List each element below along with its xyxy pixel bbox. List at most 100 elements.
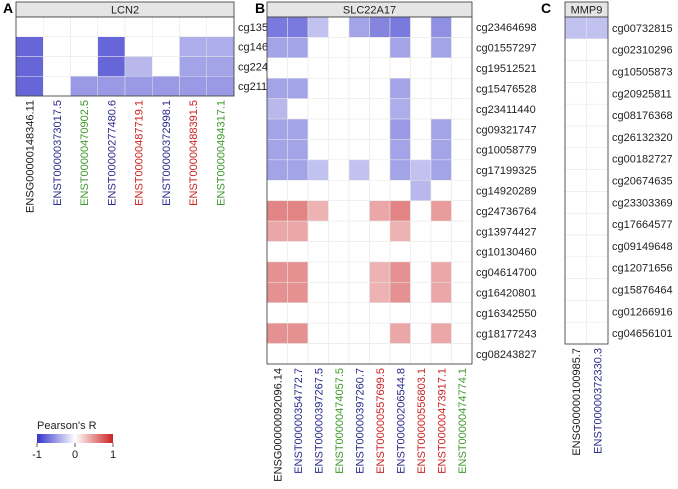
heatmap-cell bbox=[287, 118, 309, 140]
column-label: ENST00000372330.3 bbox=[592, 348, 604, 454]
heatmap-cell bbox=[348, 37, 370, 59]
heatmap-cell bbox=[586, 321, 609, 345]
heatmap-cell bbox=[430, 139, 452, 161]
heatmap-cell bbox=[348, 322, 370, 344]
heatmap-cell bbox=[266, 77, 288, 99]
heatmap-cell bbox=[451, 220, 473, 242]
heatmap-cell bbox=[586, 191, 609, 214]
row-label: cg18177243 bbox=[476, 328, 537, 340]
heatmap-cell bbox=[564, 212, 587, 236]
heatmap-cell bbox=[328, 139, 350, 161]
heatmap-cell bbox=[152, 76, 180, 97]
row-label: cg26132320 bbox=[612, 132, 673, 144]
heatmap-cell bbox=[430, 37, 452, 59]
heatmap-cell bbox=[287, 343, 309, 365]
panel-a: A LCN2 cg13518265cg14615559cg22438810cg2… bbox=[3, 0, 299, 213]
heatmap-cell bbox=[43, 76, 71, 97]
heatmap-cell bbox=[430, 220, 452, 242]
heatmap-cell bbox=[43, 16, 71, 37]
heatmap-cell bbox=[348, 180, 370, 201]
heatmap-cell bbox=[564, 147, 587, 170]
column-label: ENST00000474057.5 bbox=[334, 368, 346, 474]
heatmap-cell bbox=[328, 77, 350, 99]
heatmap-cell bbox=[564, 234, 587, 258]
row-label: cg01266916 bbox=[612, 306, 673, 318]
heatmap-cell bbox=[369, 16, 391, 38]
heatmap-cell bbox=[15, 56, 44, 77]
heatmap-cell bbox=[307, 200, 329, 222]
heatmap-cell bbox=[307, 77, 329, 99]
heatmap-cell bbox=[287, 98, 309, 120]
heatmap-cell bbox=[369, 57, 391, 79]
heatmap-cell bbox=[586, 212, 609, 236]
column-label: ENSG00000100985.7 bbox=[571, 348, 583, 456]
heatmap-cell bbox=[389, 241, 411, 263]
heatmap-cell bbox=[287, 139, 309, 161]
heatmap-cell bbox=[266, 302, 288, 324]
heatmap-cell bbox=[307, 16, 329, 38]
heatmap-cell bbox=[266, 159, 288, 181]
heatmap-cell bbox=[287, 282, 309, 303]
column-label: ENST00000470902.5 bbox=[79, 100, 91, 206]
heatmap-cell bbox=[410, 322, 432, 344]
heatmap-cell bbox=[307, 261, 329, 283]
heatmap-cell bbox=[152, 56, 180, 77]
heatmap-cell bbox=[369, 139, 391, 161]
heatmap-cell bbox=[287, 200, 309, 222]
heatmap-cell bbox=[266, 118, 288, 140]
heatmap-cell bbox=[410, 118, 432, 140]
heatmap-cell bbox=[97, 16, 126, 37]
legend-tick-label-high: 1 bbox=[110, 449, 116, 461]
heatmap-cell bbox=[328, 200, 350, 222]
heatmap-cell bbox=[369, 261, 391, 283]
heatmap-cell bbox=[410, 241, 432, 263]
column-label: ENST00000373017.5 bbox=[52, 100, 64, 206]
heatmap-cell bbox=[206, 36, 235, 57]
heatmap-cell bbox=[266, 16, 288, 38]
heatmap-cell bbox=[369, 322, 391, 344]
strip-title-a: LCN2 bbox=[111, 5, 139, 17]
heatmap-cell bbox=[389, 200, 411, 222]
heatmap-cell bbox=[307, 302, 329, 324]
heatmap-cell bbox=[287, 57, 309, 79]
heatmap-cell bbox=[70, 76, 98, 97]
heatmap-cell bbox=[328, 322, 350, 344]
heatmap-cell bbox=[586, 103, 609, 127]
row-label: cg14920289 bbox=[476, 185, 537, 197]
heatmap-cell bbox=[15, 16, 44, 37]
heatmap-cell bbox=[307, 118, 329, 140]
heatmap-cell bbox=[586, 256, 609, 279]
heatmap-cell bbox=[389, 57, 411, 79]
heatmap-cell bbox=[410, 159, 432, 181]
heatmap-cell bbox=[179, 16, 207, 37]
heatmap-cell bbox=[206, 16, 235, 37]
heatmap-cell bbox=[328, 118, 350, 140]
heatmap-cell bbox=[430, 98, 452, 120]
heatmap-cell bbox=[369, 220, 391, 242]
heatmap-cell bbox=[564, 16, 587, 40]
heatmap-cell bbox=[348, 77, 370, 99]
row-label: cg13974427 bbox=[476, 226, 537, 238]
heatmap-cell bbox=[307, 159, 329, 181]
heatmap-cell bbox=[307, 220, 329, 242]
heatmap-cell bbox=[451, 139, 473, 161]
heatmap-cell bbox=[348, 220, 370, 242]
heatmap-cell bbox=[389, 261, 411, 283]
heatmap-cell bbox=[430, 16, 452, 38]
row-label: cg02310296 bbox=[612, 45, 673, 57]
heatmap-cell bbox=[348, 16, 370, 38]
heatmap-cell bbox=[307, 322, 329, 344]
legend-tick-label-mid: 0 bbox=[72, 449, 78, 461]
column-label: ENST00000487719.1 bbox=[134, 100, 146, 206]
heatmap-cell bbox=[348, 302, 370, 324]
heatmap-cell bbox=[389, 139, 411, 161]
heatmap-cell bbox=[124, 76, 153, 97]
heatmap-cell bbox=[266, 282, 288, 303]
heatmap-cell bbox=[410, 261, 432, 283]
heatmap-cell bbox=[206, 56, 235, 77]
heatmap-cell bbox=[586, 234, 609, 258]
heatmap-cell bbox=[307, 57, 329, 79]
heatmap-cell bbox=[369, 282, 391, 303]
column-label: ENST00000488391.5 bbox=[188, 100, 200, 206]
heatmap-cell bbox=[389, 118, 411, 140]
